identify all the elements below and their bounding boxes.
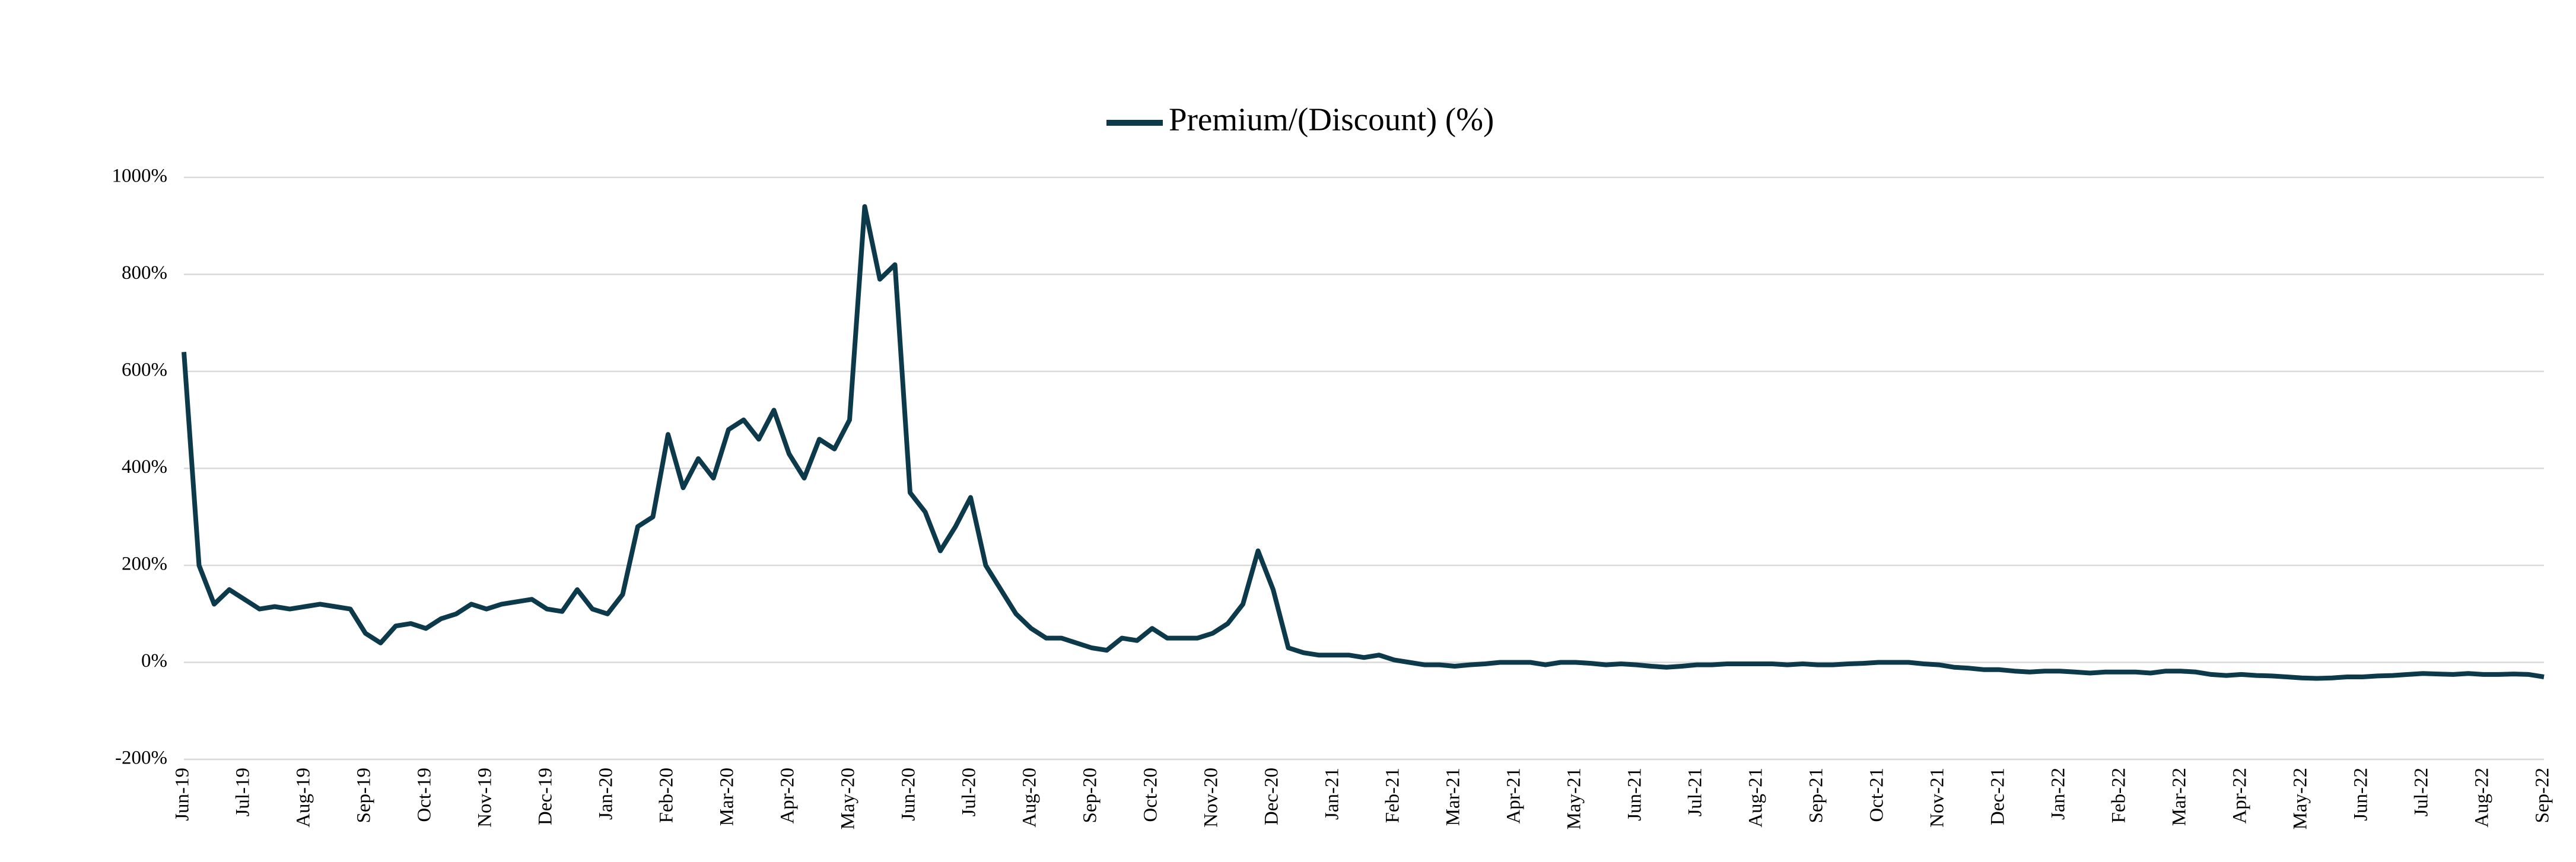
x-tick-label: Dec-20 xyxy=(1261,768,1283,825)
y-tick-label: 400% xyxy=(122,456,167,478)
x-tick-label: Apr-20 xyxy=(777,768,799,824)
x-tick-label: Jul-21 xyxy=(1685,768,1706,817)
x-tick-label: Sep-22 xyxy=(2532,768,2553,823)
x-tick-label: Sep-20 xyxy=(1080,768,1101,823)
y-tick-label: 600% xyxy=(122,360,167,381)
x-tick-label: Aug-19 xyxy=(293,768,314,828)
x-tick-label: Jul-20 xyxy=(959,768,980,817)
y-tick-label: 200% xyxy=(122,554,167,575)
x-tick-label: Jul-19 xyxy=(233,768,254,817)
x-tick-label: Apr-21 xyxy=(1503,768,1525,824)
x-tick-label: Jan-20 xyxy=(596,768,617,820)
x-tick-label: Oct-21 xyxy=(1866,768,1888,822)
y-tick-label: 0% xyxy=(141,650,167,672)
x-tick-label: Dec-19 xyxy=(535,768,556,825)
x-tick-label: Nov-21 xyxy=(1927,768,1948,828)
x-tick-label: Mar-22 xyxy=(2169,768,2190,826)
x-tick-label: Jun-20 xyxy=(898,768,920,821)
x-tick-label: Jun-22 xyxy=(2351,768,2372,821)
x-tick-label: Jan-21 xyxy=(1322,768,1343,820)
x-tick-label: Feb-20 xyxy=(656,768,678,823)
x-tick-label: May-22 xyxy=(2290,768,2311,829)
x-tick-label: Dec-21 xyxy=(1987,768,2009,825)
x-tick-label: Nov-19 xyxy=(475,768,496,828)
x-tick-label: Mar-20 xyxy=(717,768,738,826)
x-tick-label: Oct-20 xyxy=(1140,768,1162,822)
data-line xyxy=(182,204,2545,681)
x-tick-label: Aug-20 xyxy=(1019,768,1041,828)
x-tick-label: Nov-20 xyxy=(1201,768,1222,828)
x-tick-label: Feb-22 xyxy=(2108,768,2130,823)
x-tick-label: Sep-19 xyxy=(354,768,375,823)
y-tick-label: -200% xyxy=(115,748,167,769)
x-tick-label: May-20 xyxy=(838,768,859,829)
x-tick-label: Sep-21 xyxy=(1806,768,1827,823)
x-tick-label: Aug-21 xyxy=(1745,768,1767,828)
y-tick-label: 1000% xyxy=(112,166,168,187)
y-tick-label: 800% xyxy=(122,262,167,284)
x-tick-label: Oct-19 xyxy=(414,768,435,822)
x-tick-label: Apr-22 xyxy=(2230,768,2251,824)
x-tick-label: Jun-19 xyxy=(172,768,193,821)
x-tick-label: Aug-22 xyxy=(2472,768,2493,828)
legend-label: Premium/(Discount) (%) xyxy=(1169,101,1494,138)
x-tick-label: Jun-21 xyxy=(1624,768,1646,821)
x-tick-label: Mar-21 xyxy=(1443,768,1464,826)
x-tick-label: Jan-22 xyxy=(2048,768,2069,820)
x-tick-label: Jul-22 xyxy=(2411,768,2432,817)
x-tick-label: May-21 xyxy=(1564,768,1585,829)
x-tick-label: Feb-21 xyxy=(1382,768,1404,823)
